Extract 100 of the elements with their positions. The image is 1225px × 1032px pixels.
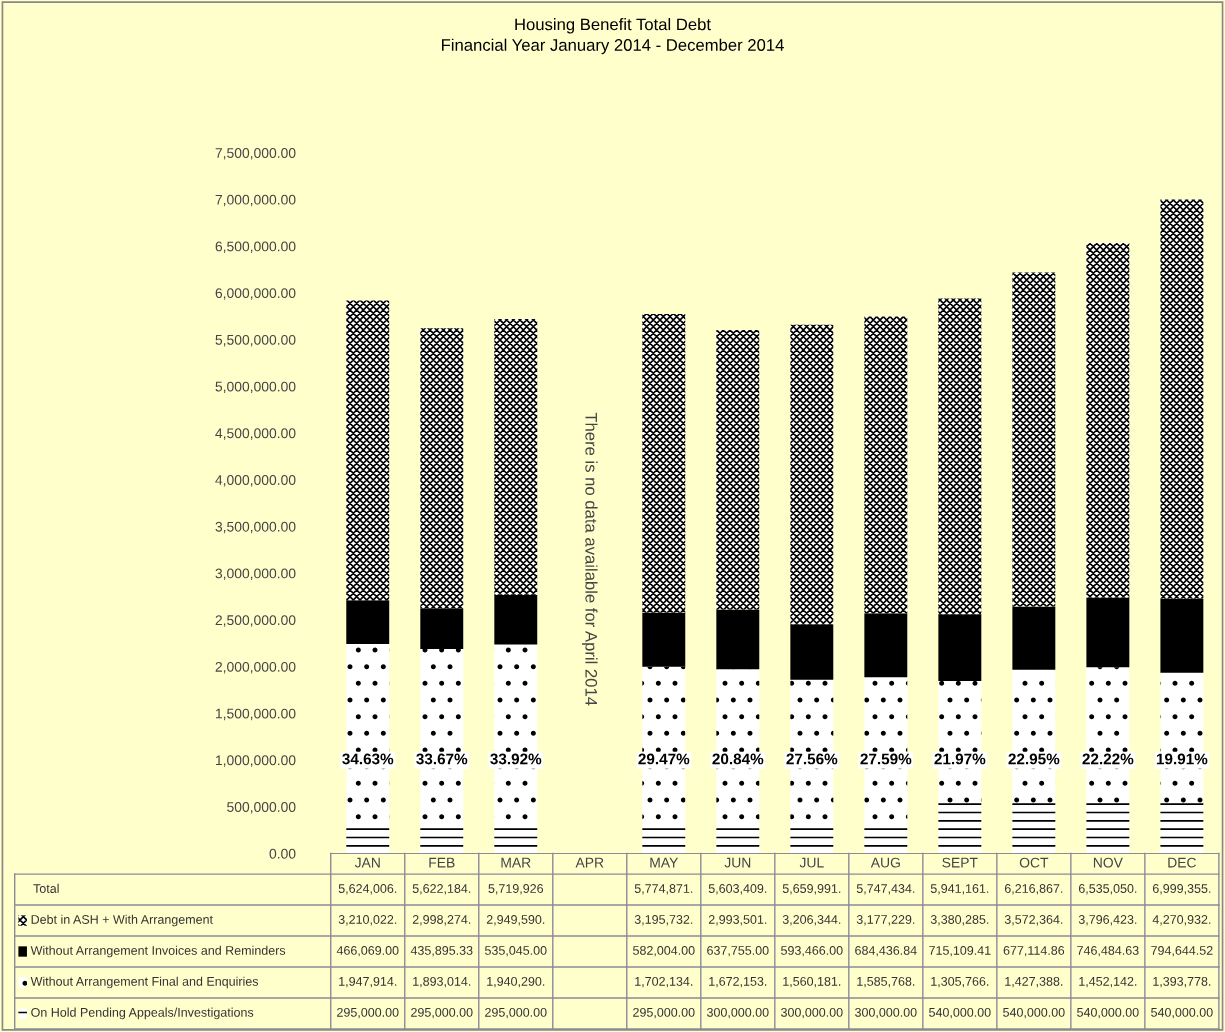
data-label: 1,452,142. [1079,976,1137,988]
y-tick-label: 3,500,000.00 [215,521,296,534]
bar [864,613,908,678]
annotation: 33.67% [416,753,468,765]
data-label: 1,672,153. [709,976,767,988]
bar [790,624,834,680]
bar [1086,242,1130,598]
data-label: 1,560,181. [783,976,841,988]
data-label: 1,947,914. [339,976,397,988]
bar [938,614,982,682]
data-label: 540,000.00 [1077,1007,1139,1019]
data-label: 540,000.00 [1151,1007,1213,1019]
x-tick-label: DEC [1168,857,1196,868]
data-label: 295,000.00 [411,1007,473,1019]
legend-label: Debt in ASH + With Arrangement [31,914,213,927]
y-tick-label: 6,000,000.00 [215,288,296,300]
bar [1160,598,1204,673]
bar [938,803,982,854]
y-tick-label: 1,500,000.00 [216,708,296,721]
data-label: 466,069.00 [336,946,399,957]
bar [716,825,760,854]
annotation: 21.97% [934,753,986,765]
data-label: 300,000.00 [707,1007,769,1019]
y-tick-label: 7,000,000.00 [215,194,296,207]
annotation: There is no data available for April 2014 [582,412,598,706]
data-label: 1,393,778. [1153,976,1211,988]
bar [642,313,686,613]
data-label: 535,045.00 [485,946,547,957]
y-tick-label: 2,500,000.00 [215,615,296,627]
data-label: 1,893,014. [413,976,471,988]
data-label: 435,895.33 [410,946,473,957]
bar [346,300,390,601]
text: 5,719,926 [488,884,544,895]
data-label: 746,484.63 [1077,946,1139,957]
x-tick-label: JAN [354,857,380,868]
y-tick-label: 5,000,000.00 [215,381,296,394]
legend-label: On Hold Pending Appeals/Investigations [31,1007,254,1020]
y-tick-label: 2,000,000.00 [215,661,296,674]
annotation: 27.59% [860,753,912,765]
y-tick-label: 1,000,000.00 [216,755,296,767]
bar [1086,803,1130,854]
data-label: 3,210,022. [338,915,397,926]
bar [346,825,390,854]
data-label: 794,644.52 [1151,946,1213,957]
text: 5,624,006. [338,884,397,895]
data-label: 1,702,134. [635,976,693,988]
x-tick-label: APR [575,857,604,868]
x-tick-label: AUG [870,857,900,868]
bar [420,825,464,854]
y-tick-label: 7,500,000.00 [215,148,296,160]
x-tick-label: JUL [799,857,824,868]
annotation: 22.22% [1082,753,1134,765]
annotation: 22.95% [1008,753,1060,765]
y-tick-label: 6,500,000.00 [215,241,296,253]
data-label: 1,940,290. [487,976,545,988]
bar [642,825,686,854]
text: 6,216,867. [1004,884,1063,895]
annotation: 33.92% [490,753,542,765]
data-label: 2,998,274. [412,915,471,926]
y-tick-label: 3,000,000.00 [215,568,296,580]
data-label: 637,755.00 [707,946,769,957]
text: Total [33,883,59,893]
data-label: 3,572,364. [1004,915,1063,926]
bar [864,825,908,854]
annotation: 29.47% [638,753,690,765]
y-tick-label: 0.00 [269,848,296,859]
bar [1160,803,1204,854]
bar [420,328,464,609]
bar [494,319,538,595]
annotation: 27.56% [786,753,838,765]
data-label: 300,000.00 [855,1007,917,1019]
bar [938,298,982,615]
text: 6,535,050. [1078,884,1137,895]
data-label: 1,305,766. [931,976,989,988]
data-label: 582,004.00 [633,946,695,957]
data-label: 300,000.00 [781,1007,843,1019]
text: 5,747,434. [856,884,915,895]
chart-title: Housing Benefit Total Debt [515,18,711,34]
y-tick-label: 500,000.00 [227,802,296,814]
text: 5,941,161. [930,884,989,895]
data-label: 540,000.00 [1003,1007,1065,1019]
data-label: 3,195,732. [634,915,693,926]
data-label: 684,436.84 [855,946,917,957]
bar [1160,199,1204,599]
data-label: 1,427,388. [1005,976,1063,988]
data-label: 1,585,768. [857,976,915,988]
bar [1086,597,1130,668]
bar [790,324,834,625]
x-tick-label: FEB [429,857,455,868]
chart-subtitle: Financial Year January 2014 - December 2014 [442,38,784,55]
x-tick-label: JUN [724,857,751,868]
x-tick-label: SEPT [942,857,978,868]
text: 5,774,871. [634,884,693,895]
data-label: 2,949,590. [486,915,545,926]
x-tick-label: NOV [1093,857,1123,868]
x-tick-label: MAY [650,857,679,868]
data-label: 295,000.00 [633,1007,695,1019]
data-label: 2,993,501. [708,915,767,926]
data-label: 3,177,229. [856,915,915,926]
bar [1012,606,1056,670]
